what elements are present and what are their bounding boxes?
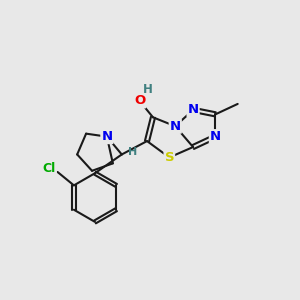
Text: Cl: Cl <box>43 162 56 175</box>
Text: N: N <box>170 120 181 133</box>
Text: N: N <box>101 130 112 143</box>
Text: N: N <box>210 130 221 143</box>
Text: H: H <box>128 147 138 157</box>
Text: N: N <box>188 103 199 116</box>
Text: S: S <box>164 151 174 164</box>
Text: H: H <box>143 82 153 96</box>
Text: O: O <box>134 94 145 107</box>
